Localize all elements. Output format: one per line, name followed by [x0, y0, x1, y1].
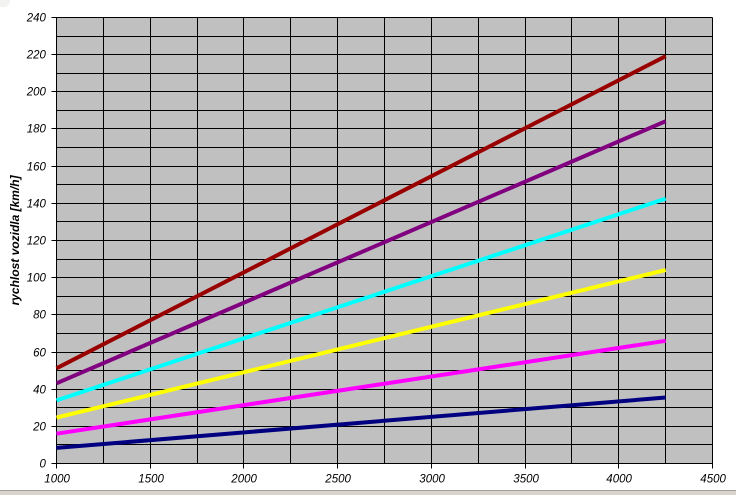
svg-text:80: 80 [33, 309, 46, 321]
svg-text:40: 40 [33, 384, 46, 396]
svg-text:2500: 2500 [324, 474, 351, 486]
svg-text:2000: 2000 [230, 474, 257, 486]
svg-text:1500: 1500 [138, 474, 164, 486]
svg-text:100: 100 [27, 272, 47, 284]
svg-text:200: 200 [26, 86, 47, 98]
svg-text:3000: 3000 [419, 474, 445, 486]
svg-text:140: 140 [27, 198, 47, 210]
svg-text:rychlost vozidla [km/h]: rychlost vozidla [km/h] [8, 174, 22, 305]
svg-text:1000: 1000 [44, 474, 70, 486]
svg-text:3500: 3500 [513, 474, 539, 486]
svg-text:120: 120 [27, 235, 47, 247]
svg-text:60: 60 [33, 347, 46, 359]
svg-text:0: 0 [39, 458, 46, 470]
svg-text:4000: 4000 [606, 474, 632, 486]
svg-text:180: 180 [27, 123, 47, 135]
svg-text:240: 240 [26, 12, 47, 24]
svg-text:4500: 4500 [700, 474, 726, 486]
svg-text:220: 220 [26, 49, 47, 61]
svg-text:20: 20 [32, 421, 46, 433]
svg-text:160: 160 [27, 161, 47, 173]
